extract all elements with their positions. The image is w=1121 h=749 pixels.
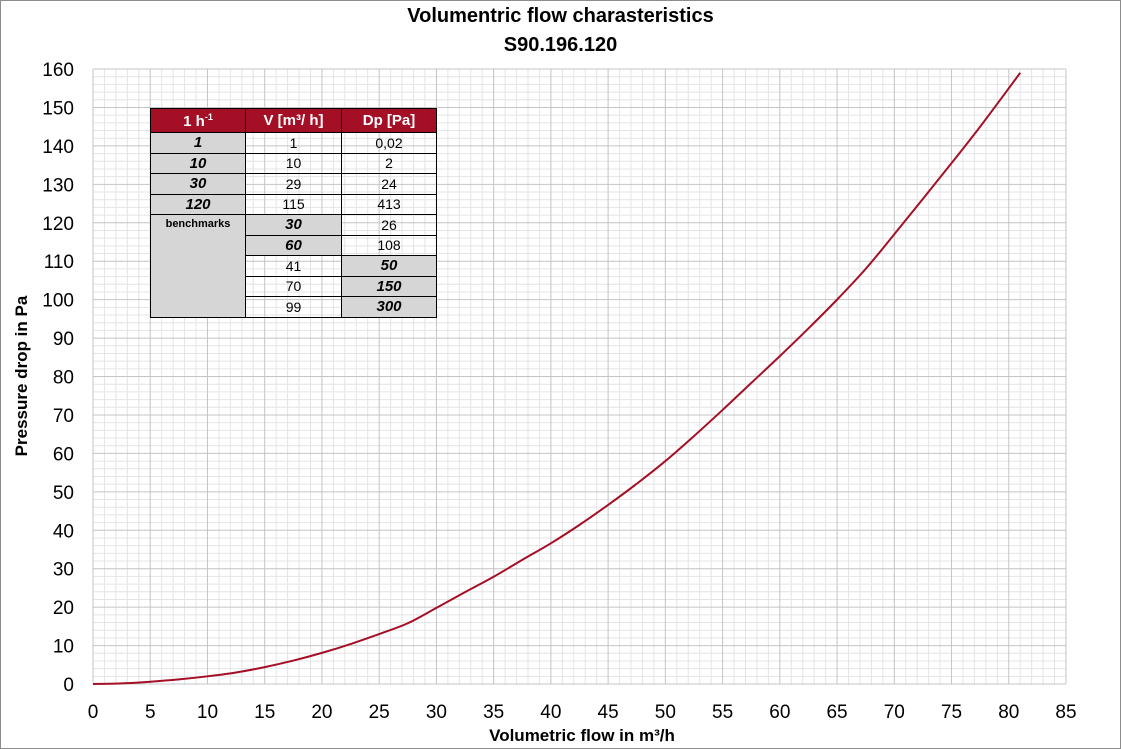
y-axis-label: Pressure drop in Pa — [12, 295, 31, 456]
benchmarks-label: benchmarks — [150, 214, 246, 318]
y-tick-label: 20 — [53, 598, 74, 619]
x-tick-label: 25 — [369, 702, 390, 723]
x-tick-label: 85 — [1055, 702, 1076, 723]
x-tick-label: 80 — [998, 702, 1019, 723]
table-cell: 60 — [245, 234, 342, 256]
x-tick-label: 60 — [769, 702, 790, 723]
table-cell: 99 — [245, 296, 342, 318]
table-row: 120 115 413 — [150, 193, 437, 215]
y-tick-label: 60 — [53, 444, 74, 465]
y-tick-label: 10 — [53, 637, 74, 658]
table-cell: 30 — [150, 173, 246, 195]
x-tick-label: 70 — [884, 702, 905, 723]
series-line — [92, 72, 1022, 685]
table-cell: 120 — [150, 193, 246, 215]
table-cell: 10 — [150, 152, 246, 174]
y-tick-label: 150 — [42, 98, 74, 119]
y-tick-label: 130 — [42, 175, 74, 196]
table-header-row: 1 h-1 V [m³/ h] Dp [Pa] — [150, 108, 437, 133]
table-cell: 150 — [341, 275, 437, 297]
x-axis-ticks: 0 5 10 15 20 25 30 35 40 45 50 55 60 65 70 75 80 85 — [88, 702, 1077, 723]
y-tick-label: 30 — [53, 560, 74, 581]
y-tick-label: 110 — [44, 252, 74, 273]
y-axis-ticks: 0 10 20 30 40 50 60 70 80 90 100 110 120 130 140 150 160 — [42, 60, 74, 696]
table-cell: 30 — [245, 214, 342, 236]
chart-title: Volumentric flow charasteristics — [407, 5, 714, 27]
header-cell-flow: V [m³/ h] — [245, 108, 342, 133]
x-tick-label: 20 — [311, 702, 332, 723]
y-tick-label: 50 — [53, 483, 74, 504]
y-tick-label: 0 — [63, 675, 74, 696]
y-tick-label: 70 — [53, 406, 74, 427]
y-tick-label: 100 — [42, 291, 74, 312]
x-tick-label: 0 — [88, 702, 99, 723]
table-cell: 2 — [341, 152, 437, 174]
table-cell: 108 — [341, 234, 437, 256]
table-cell: 413 — [341, 193, 437, 215]
y-tick-label: 140 — [42, 137, 74, 158]
table-row: benchmarks 30 26 — [150, 214, 437, 318]
table-row: 60 108 — [151, 234, 437, 256]
x-tick-label: 5 — [145, 702, 156, 723]
table-cell: 24 — [341, 173, 437, 195]
header-cell-speed: 1 h-1 — [150, 108, 246, 133]
table-cell: 115 — [245, 193, 342, 215]
table-row: 1 1 0,02 — [150, 132, 437, 154]
table-cell: 0,02 — [341, 132, 437, 154]
y-tick-label: 120 — [42, 214, 74, 235]
y-tick-label: 90 — [53, 329, 74, 350]
table-cell: 70 — [245, 275, 342, 297]
table-cell: 29 — [245, 173, 342, 195]
x-axis-label: Volumetric flow in m³/h — [489, 726, 675, 745]
x-tick-label: 45 — [598, 702, 619, 723]
table-row: 99 300 — [151, 296, 437, 318]
x-tick-label: 15 — [254, 702, 275, 723]
benchmark-table: 1 h-1 V [m³/ h] Dp [Pa] 1 1 0,02 10 10 2… — [150, 108, 437, 318]
x-tick-label: 75 — [941, 702, 962, 723]
x-tick-label: 65 — [826, 702, 847, 723]
y-tick-label: 80 — [53, 368, 74, 389]
x-tick-label: 30 — [426, 702, 447, 723]
y-tick-label: 160 — [42, 60, 74, 81]
x-tick-label: 35 — [483, 702, 504, 723]
x-tick-label: 55 — [712, 702, 733, 723]
x-tick-label: 50 — [655, 702, 676, 723]
table-cell: 300 — [341, 296, 437, 318]
table-cell: 1 — [150, 132, 246, 154]
table-cell: 50 — [341, 255, 437, 277]
x-tick-label: 10 — [197, 702, 218, 723]
table-row: 30 29 24 — [150, 173, 437, 195]
y-tick-label: 40 — [53, 521, 74, 542]
series-group — [92, 72, 1022, 685]
table-cell: 1 — [245, 132, 342, 154]
table-cell: 10 — [245, 152, 342, 174]
chart-subtitle: S90.196.120 — [503, 34, 618, 56]
table-cell: 41 — [245, 255, 342, 277]
table-row: 10 10 2 — [150, 152, 437, 174]
header-cell-pressure: Dp [Pa] — [341, 108, 437, 133]
table-cell: 26 — [341, 214, 437, 236]
x-tick-label: 40 — [540, 702, 561, 723]
